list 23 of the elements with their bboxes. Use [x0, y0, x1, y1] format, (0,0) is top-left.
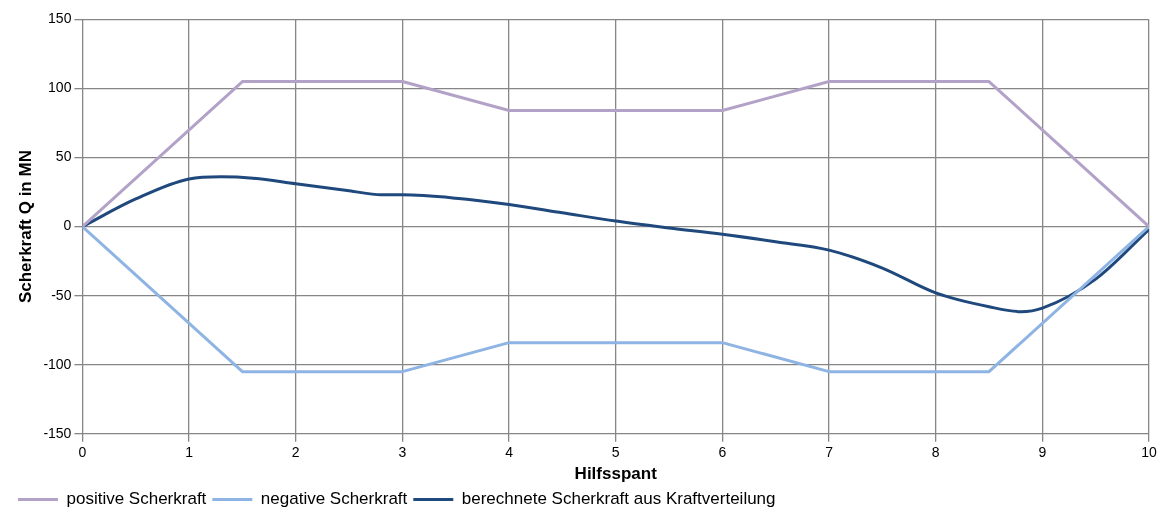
y-tick-label: 150	[48, 10, 72, 27]
y-tick-label: -100	[43, 355, 72, 372]
y-axis-title: Scherkraft Q in MN	[15, 150, 35, 304]
y-tick-label: -150	[43, 424, 72, 441]
y-tick-label: 50	[55, 148, 72, 165]
legend-label: berechnete Scherkraft aus Kraftverteilung	[461, 489, 776, 509]
y-tick-label: -50	[51, 286, 72, 303]
x-tick-label: 10	[1141, 444, 1157, 461]
y-tick-label: 100	[48, 79, 72, 96]
x-tick-label: 0	[78, 444, 87, 461]
x-tick-label: 4	[505, 444, 514, 461]
x-tick-label: 6	[718, 444, 727, 461]
y-tick-label: 0	[63, 217, 72, 234]
x-tick-label: 1	[185, 444, 194, 461]
x-tick-label: 8	[931, 444, 940, 461]
x-tick-label: 2	[291, 444, 300, 461]
x-tick-label: 9	[1038, 444, 1047, 461]
legend-label: positive Scherkraft	[66, 489, 207, 509]
x-tick-label: 7	[825, 444, 834, 461]
legend-label: negative Scherkraft	[260, 489, 408, 509]
x-tick-label: 3	[398, 444, 407, 461]
x-axis-title: Hilfsspant	[574, 464, 658, 484]
x-tick-label: 5	[611, 444, 620, 461]
